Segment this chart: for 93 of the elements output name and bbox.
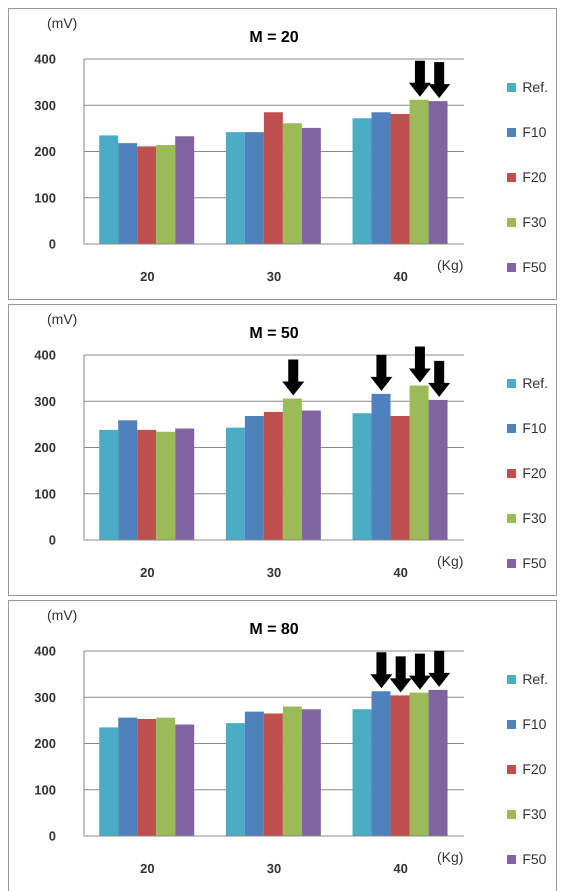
y-tick-label: 0 [48, 236, 56, 252]
legend-label: F30 [521, 806, 548, 822]
y-tick-label: 200 [34, 144, 56, 160]
bar [264, 713, 283, 836]
chart-title: M = 50 [248, 325, 300, 343]
legend-label: F30 [521, 214, 548, 230]
bar [372, 691, 391, 836]
y-tick-label: 100 [34, 782, 56, 798]
legend-label: F50 [521, 851, 548, 867]
bar [156, 145, 176, 244]
y-tick-label: 300 [34, 98, 56, 113]
bar [352, 118, 372, 244]
chart-title: M = 20 [248, 29, 300, 47]
bar [99, 430, 118, 540]
legend-label: F30 [521, 510, 548, 526]
bar [137, 718, 156, 836]
bar [410, 100, 429, 244]
bar [175, 428, 194, 540]
y-tick-label: 300 [34, 690, 56, 705]
bar [99, 727, 118, 836]
y-axis-title: (mV) [47, 311, 78, 327]
y-axis-title: (mV) [47, 607, 78, 623]
bar [410, 386, 429, 540]
bar [428, 400, 448, 540]
legend-label: F10 [521, 124, 548, 140]
y-tick-label: 400 [34, 348, 56, 363]
y-tick-label: 100 [34, 190, 56, 206]
x-axis-title: (Kg) [437, 553, 464, 569]
bar [137, 430, 156, 540]
x-tick-label: 40 [393, 565, 408, 580]
y-tick-label: 0 [48, 828, 56, 844]
bar [302, 709, 321, 836]
bar [428, 101, 448, 244]
bar [137, 146, 156, 244]
x-tick-label: 40 [393, 861, 408, 876]
legend-label: F20 [521, 761, 548, 777]
bar [244, 132, 264, 244]
y-tick-label: 200 [34, 440, 56, 456]
bar [372, 112, 391, 244]
bar [99, 135, 118, 244]
bar [390, 695, 410, 836]
x-tick-label: 20 [140, 861, 155, 876]
legend-label: F20 [521, 465, 548, 481]
bar [390, 416, 410, 540]
bar [175, 724, 194, 836]
y-tick-label: 100 [34, 486, 56, 502]
bar [226, 428, 245, 540]
bar [390, 114, 410, 244]
bar [264, 412, 283, 540]
bar [156, 718, 176, 836]
x-axis-title: (Kg) [437, 849, 464, 865]
bar [156, 432, 176, 540]
legend-label: Ref. [521, 671, 548, 687]
bar [428, 690, 448, 836]
legend-label: Ref. [521, 79, 548, 95]
bar [282, 123, 302, 244]
legend-label: F50 [521, 555, 548, 571]
x-tick-label: 20 [140, 565, 155, 580]
bar [302, 128, 321, 244]
y-tick-label: 400 [34, 644, 56, 659]
legend-label: Ref. [521, 375, 548, 391]
y-tick-label: 0 [48, 532, 56, 548]
legend-label: F20 [521, 169, 548, 185]
bar [410, 692, 429, 836]
x-tick-label: 30 [266, 861, 282, 876]
x-axis-title: (Kg) [437, 257, 464, 273]
x-tick-label: 20 [140, 269, 155, 284]
y-axis-title: (mV) [47, 15, 78, 31]
bar [226, 723, 245, 836]
bar [372, 394, 391, 540]
bar [244, 712, 264, 836]
bar [244, 416, 264, 540]
bar [352, 413, 372, 540]
x-tick-label: 30 [266, 269, 282, 284]
y-tick-label: 300 [34, 394, 56, 409]
bar [282, 398, 302, 540]
bar [118, 718, 138, 836]
bar [282, 706, 302, 836]
bar [118, 143, 138, 244]
legend-label: F50 [521, 259, 548, 275]
bar [352, 709, 372, 836]
y-tick-label: 400 [34, 52, 56, 67]
y-tick-label: 200 [34, 736, 56, 752]
bar [302, 410, 321, 540]
bar [118, 420, 138, 540]
legend-label: F10 [521, 716, 548, 732]
legend-label: F10 [521, 420, 548, 436]
chart-title: M = 80 [248, 621, 300, 639]
x-tick-label: 40 [393, 269, 408, 284]
bar [264, 112, 283, 244]
bar [175, 136, 194, 244]
x-tick-label: 30 [266, 565, 282, 580]
bar [226, 132, 245, 244]
